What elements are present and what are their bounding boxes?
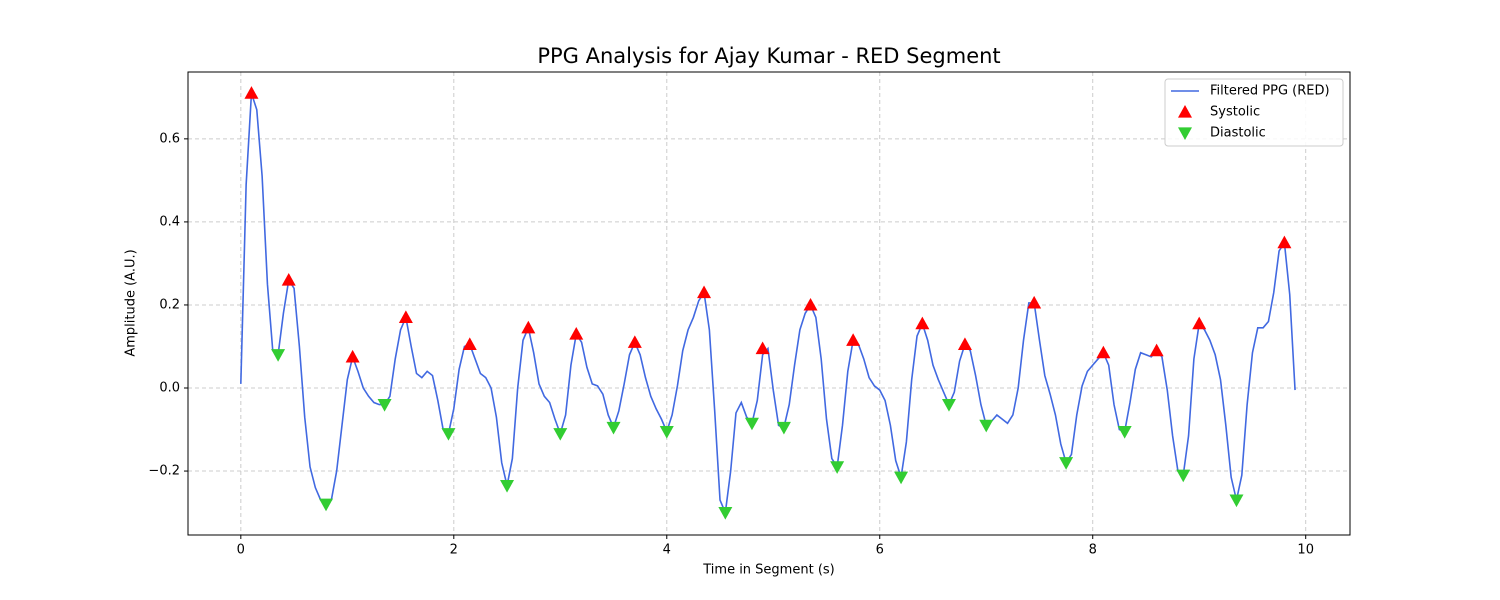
plot-frame	[187, 71, 1351, 536]
data-marker	[846, 333, 861, 346]
data-marker	[1149, 343, 1164, 357]
data-marker	[569, 327, 584, 340]
x-tick-label: 8	[1089, 543, 1097, 558]
data-marker	[377, 399, 392, 412]
data-marker	[659, 426, 674, 439]
data-marker	[398, 310, 413, 324]
data-marker	[500, 479, 515, 493]
x-axis-label: Time in Segment (s)	[702, 563, 834, 578]
data-marker	[718, 506, 733, 520]
data-marker	[744, 417, 759, 431]
y-tick-label: 0.4	[159, 214, 180, 229]
data-marker	[803, 297, 818, 311]
data-marker	[1059, 457, 1074, 470]
data-marker	[894, 471, 909, 485]
data-marker	[521, 320, 536, 334]
data-line	[240, 92, 1296, 516]
data-marker	[1096, 345, 1111, 359]
data-marker	[553, 428, 568, 441]
legend-swatch	[1178, 127, 1192, 140]
data-marker	[1027, 295, 1042, 309]
data-marker	[319, 498, 334, 512]
y-tick-label: 0.0	[159, 381, 180, 396]
x-tick-label: 6	[876, 543, 884, 558]
legend-box	[1164, 78, 1344, 147]
data-marker	[1176, 469, 1191, 483]
y-tick-label: 0.6	[159, 131, 180, 146]
legend-swatch	[1178, 105, 1192, 118]
data-marker	[957, 337, 972, 351]
data-marker	[915, 316, 930, 330]
x-tick-label: 10	[1297, 543, 1314, 558]
data-marker	[1229, 494, 1244, 508]
data-marker	[627, 335, 642, 348]
data-marker	[830, 461, 845, 474]
x-tick-label: 2	[450, 543, 458, 558]
data-marker	[1117, 426, 1132, 439]
data-marker	[776, 421, 791, 435]
data-marker	[244, 86, 259, 99]
chart-title: PPG Analysis for Ajay Kumar - RED Segmen…	[537, 44, 1000, 68]
x-tick-label: 0	[237, 543, 245, 558]
y-axis-label: Amplitude (A.U.)	[124, 249, 139, 356]
legend-label: Systolic	[1210, 105, 1260, 120]
x-tick-label: 4	[663, 543, 671, 558]
data-marker	[462, 337, 477, 351]
data-marker	[697, 285, 712, 299]
data-marker	[1192, 316, 1207, 330]
data-marker	[606, 421, 621, 435]
data-marker	[979, 419, 994, 433]
legend-label: Filtered PPG (RED)	[1210, 84, 1330, 99]
y-tick-label: 0.2	[159, 297, 180, 312]
data-marker	[941, 399, 956, 412]
legend-label: Diastolic	[1210, 126, 1266, 141]
data-marker	[345, 349, 360, 363]
data-marker	[441, 428, 456, 441]
data-marker	[281, 273, 296, 286]
data-marker	[755, 341, 770, 355]
y-tick-label: −0.2	[148, 464, 180, 479]
data-marker	[271, 349, 286, 362]
data-marker	[1277, 235, 1292, 249]
